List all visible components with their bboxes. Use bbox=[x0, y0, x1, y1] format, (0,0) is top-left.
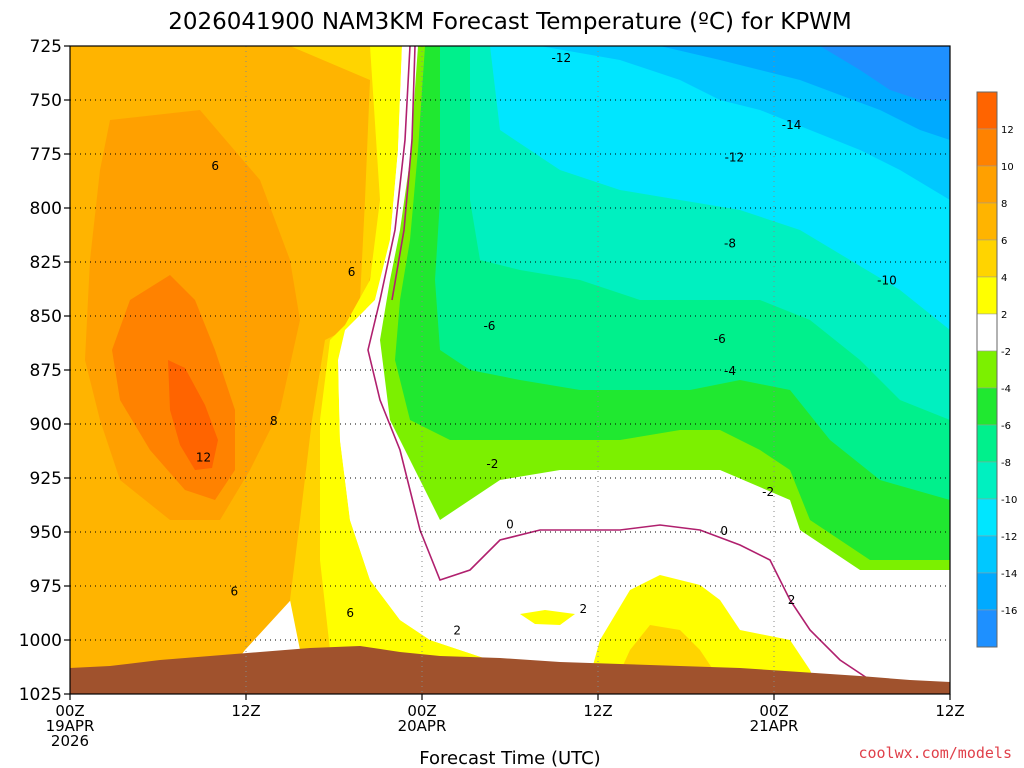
contour-label-7: -4 bbox=[724, 364, 736, 378]
terrain-surface bbox=[70, 646, 950, 694]
colorbar-bin-0 bbox=[976, 91, 998, 130]
x-tick-label-3-0: 12Z bbox=[583, 702, 612, 720]
colorbar-bin-4 bbox=[976, 239, 998, 278]
x-tick-label-2-0: 00Z bbox=[407, 702, 436, 720]
zero-contour-line bbox=[367, 46, 871, 681]
plot-area bbox=[70, 46, 950, 694]
contour-label-6: -6 bbox=[714, 332, 726, 346]
colorbar-bin-2 bbox=[976, 165, 998, 204]
y-tick-label-7: 900 bbox=[30, 415, 62, 435]
contour-label-18: 12 bbox=[196, 451, 211, 465]
colorbar-bin-13 bbox=[976, 572, 998, 611]
y-tick-label-12: 1025 bbox=[19, 685, 62, 705]
colorbar-label-1: 10 bbox=[1001, 162, 1014, 173]
warm-region-12-14 bbox=[168, 360, 218, 470]
x-tick-label-1-0: 12Z bbox=[231, 702, 260, 720]
colorbar-bin-10 bbox=[976, 461, 998, 500]
colorbar-bin-5 bbox=[976, 276, 998, 315]
colorbar-label-13: -16 bbox=[1001, 606, 1017, 617]
colorbar-label-2: 8 bbox=[1001, 199, 1007, 210]
x-tick-label-0-1: 19APR bbox=[46, 717, 95, 735]
contour-label-4: -10 bbox=[877, 273, 897, 287]
colorbar-label-10: -10 bbox=[1001, 495, 1017, 506]
colorbar-bin-3 bbox=[976, 202, 998, 241]
contour-label-19: 6 bbox=[230, 584, 238, 598]
credit-link[interactable]: coolwx.com/models bbox=[858, 744, 1012, 762]
y-tick-label-1: 750 bbox=[30, 91, 62, 111]
colorbar-label-6: -2 bbox=[1001, 347, 1011, 358]
contour-label-1: -14 bbox=[782, 118, 802, 132]
contour-label-17: 8 bbox=[270, 414, 278, 428]
colorbar-bin-12 bbox=[976, 535, 998, 574]
colorbar-label-11: -12 bbox=[1001, 532, 1017, 543]
colorbar: 12 10 8 6 4 2 -2 -4 -6 -8 -10 -12 -14 -16 bbox=[976, 91, 1017, 648]
y-tick-label-3: 800 bbox=[30, 199, 62, 219]
colorbar-bin-1 bbox=[976, 128, 998, 167]
contour-label-15: 6 bbox=[211, 159, 219, 173]
chart-title: 2026041900 NAM3KM Forecast Temperature (… bbox=[168, 9, 852, 35]
contour-label-0: -12 bbox=[552, 51, 572, 65]
colorbar-label-5: 2 bbox=[1001, 310, 1007, 321]
colorbar-label-7: -4 bbox=[1001, 384, 1011, 395]
x-tick-label-4-0: 00Z bbox=[759, 702, 788, 720]
colorbar-label-4: 4 bbox=[1001, 273, 1007, 284]
grid-lines bbox=[70, 46, 950, 694]
warm-region-2-4 bbox=[320, 46, 490, 694]
colorbar-label-3: 6 bbox=[1001, 236, 1007, 247]
colorbar-label-9: -8 bbox=[1001, 458, 1011, 469]
y-tick-label-8: 925 bbox=[30, 469, 62, 489]
contour-label-9: -2 bbox=[762, 485, 774, 499]
contour-label-8: -2 bbox=[486, 457, 498, 471]
y-tick-label-10: 975 bbox=[30, 577, 62, 597]
contour-label-5: -6 bbox=[483, 319, 495, 333]
zero-contour-line-2 bbox=[391, 46, 416, 301]
colorbar-label-8: -6 bbox=[1001, 421, 1011, 432]
neutral-band bbox=[338, 46, 950, 694]
x-tick-label-0-0: 00Z bbox=[55, 702, 84, 720]
contour-label-3: -8 bbox=[724, 237, 736, 251]
contour-label-13: 2 bbox=[580, 602, 588, 616]
colorbar-bin-6 bbox=[976, 313, 998, 352]
warm-region-4-6 bbox=[290, 46, 395, 670]
colorbar-label-12: -14 bbox=[1001, 569, 1017, 580]
y-tick-label-4: 825 bbox=[30, 253, 62, 273]
y-tick-label-5: 850 bbox=[30, 307, 62, 327]
contour-label-11: 0 bbox=[720, 524, 728, 538]
warm-spot-small bbox=[520, 610, 575, 625]
x-tick-label-5-0: 12Z bbox=[935, 702, 964, 720]
contour-labels: -12 -14 -12 -8 -10 -6 -6 -4 -2 -2 0 0 2 2 2 6 6 8 12 6 6 bbox=[196, 51, 897, 637]
contour-label-14: 2 bbox=[788, 593, 796, 607]
cold-region-m16-m18 bbox=[820, 46, 950, 100]
y-tick-label-9: 950 bbox=[30, 523, 62, 543]
colorbar-border bbox=[976, 91, 998, 648]
x-tick-label-2-1: 20APR bbox=[398, 717, 447, 735]
y-tick-label-11: 1000 bbox=[19, 631, 62, 651]
contour-label-20: 6 bbox=[346, 606, 354, 620]
y-tick-label-0: 725 bbox=[30, 37, 62, 57]
x-tick-label-0-2: 2026 bbox=[51, 732, 89, 750]
colorbar-bin-7 bbox=[976, 350, 998, 389]
colorbar-bin-8 bbox=[976, 387, 998, 426]
colorbar-bin-11 bbox=[976, 498, 998, 537]
contour-label-16: 6 bbox=[348, 265, 356, 279]
colorbar-bin-14 bbox=[976, 609, 998, 648]
y-axis: 725 750 775 800 825 850 875 900 925 950 975 1000 102… bbox=[19, 37, 70, 705]
colorbar-label-0: 12 bbox=[1001, 125, 1014, 136]
y-tick-label-2: 775 bbox=[30, 145, 62, 165]
contour-label-2: -12 bbox=[725, 150, 745, 164]
contour-label-10: 0 bbox=[506, 518, 514, 532]
contour-label-12: 2 bbox=[453, 623, 461, 637]
colorbar-bin-9 bbox=[976, 424, 998, 463]
x-tick-label-4-1: 21APR bbox=[750, 717, 799, 735]
x-axis-label: Forecast Time (UTC) bbox=[419, 748, 600, 768]
y-tick-label-6: 875 bbox=[30, 361, 62, 381]
